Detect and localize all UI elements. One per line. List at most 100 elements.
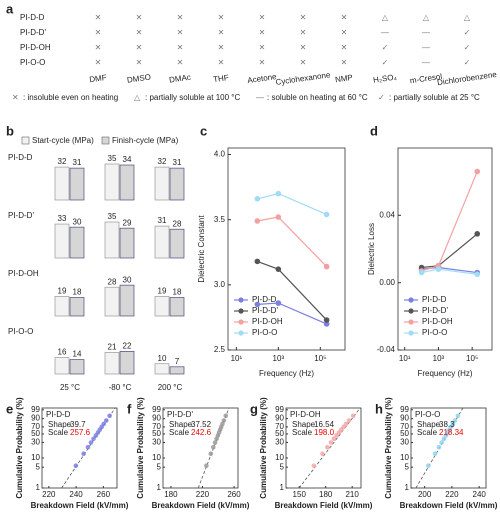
- y-axis-title: Dielectric Loss: [367, 223, 376, 275]
- bar: [54, 223, 70, 259]
- point: [223, 413, 229, 419]
- x-axis-title: Frequency (Hz): [417, 369, 472, 378]
- cell-symbol: ✕: [341, 13, 348, 22]
- x-axis-title: Breakdown Field (kV/mm): [400, 501, 498, 510]
- point: [439, 440, 444, 445]
- bar: [119, 284, 135, 317]
- group-label: PI-D-D: [8, 153, 33, 162]
- fit-line: [298, 408, 361, 488]
- stat-value: 39.7: [70, 420, 86, 429]
- category-label: 25 °C: [60, 383, 80, 392]
- value-label: 28: [108, 277, 117, 286]
- cell-symbol: ✕: [259, 28, 266, 37]
- panel-letter: g: [250, 401, 258, 416]
- bar: [69, 359, 85, 375]
- cell-symbol: ✕: [136, 58, 143, 67]
- point: [212, 440, 218, 445]
- value-label: 34: [123, 155, 132, 164]
- x-tick-label: 260: [227, 490, 241, 499]
- legend-label: Finish-cycle (MPa): [112, 136, 179, 145]
- point: [343, 421, 349, 427]
- stat-label: Scale: [169, 428, 190, 437]
- legend-marker: [238, 297, 244, 303]
- cell-symbol: —: [381, 28, 389, 37]
- point: [275, 266, 282, 273]
- panel-title: PI-D-OH: [290, 410, 321, 419]
- x-tick-label: 220: [42, 490, 56, 499]
- x-tick-label: 210: [345, 490, 359, 499]
- y-tick-label: 50: [400, 429, 409, 438]
- y-tick-label: 99: [31, 405, 40, 414]
- column-label: DMAc: [169, 73, 192, 85]
- y-tick-label: 30: [31, 438, 40, 447]
- column-label: DMSO: [126, 72, 151, 84]
- y-axis-title: Cumulative Probability (%): [136, 397, 145, 499]
- point: [436, 444, 442, 450]
- cell-symbol: ✕: [136, 28, 143, 37]
- value-label: 29: [123, 218, 132, 227]
- stat-label: Scale: [417, 428, 438, 437]
- legend-label: PI-D-D: [422, 295, 447, 304]
- y-axis-title: Cumulative Probability (%): [259, 397, 268, 499]
- legend-marker: [408, 330, 414, 336]
- point: [323, 317, 330, 323]
- legend-marker: [238, 330, 244, 336]
- x-tick-label: 10¹: [399, 354, 411, 363]
- y-tick-label: 4.0: [214, 150, 226, 159]
- bar: [119, 227, 135, 259]
- stat-label: Shape: [292, 420, 316, 429]
- bar: [54, 166, 70, 201]
- stat-value: 218.34: [439, 428, 464, 437]
- point: [323, 263, 330, 270]
- value-label: 16: [58, 348, 67, 357]
- cell-symbol: —: [422, 58, 430, 67]
- y-tick-label: 1: [405, 483, 410, 492]
- legend-text: : insoluble even on heating: [23, 93, 118, 102]
- y-tick-label: 99: [400, 405, 409, 414]
- y-tick-label: 2.5: [214, 345, 226, 354]
- point: [426, 463, 431, 469]
- y-tick-label: 0.04: [379, 210, 395, 219]
- value-label: 30: [123, 275, 132, 284]
- stat-label: Shape: [417, 420, 441, 429]
- bar: [154, 363, 170, 375]
- bar: [169, 228, 185, 259]
- bar: [69, 167, 85, 201]
- cell-symbol: ✕: [177, 43, 184, 52]
- x-tick-label: 10³: [433, 354, 445, 363]
- bar: [69, 226, 85, 259]
- point: [208, 451, 214, 457]
- plot-frame: [227, 147, 346, 351]
- stat-label: Scale: [48, 428, 69, 437]
- bar: [154, 225, 170, 259]
- panel-letter: a: [6, 1, 14, 16]
- legend-marker: [408, 297, 414, 303]
- y-tick-label: 90: [31, 414, 40, 423]
- row-label: PI-D-OH: [20, 43, 51, 52]
- y-tick-label: 70: [275, 422, 284, 431]
- point: [474, 271, 481, 278]
- point: [254, 301, 261, 308]
- bar: [104, 221, 120, 259]
- legend-marker: [238, 319, 244, 325]
- point: [85, 444, 91, 450]
- fit-group: [415, 408, 464, 488]
- bar: [169, 366, 185, 375]
- value-label: 32: [158, 157, 167, 166]
- column-label: Acetone: [247, 72, 278, 85]
- fit-group: [61, 408, 116, 488]
- legend-symbol: ✓: [378, 93, 385, 102]
- point: [455, 413, 461, 419]
- stat-label: Shape: [48, 420, 72, 429]
- point: [350, 413, 356, 419]
- stat-value: 198.0: [314, 428, 335, 437]
- cell-symbol: ✕: [177, 28, 184, 37]
- point: [435, 266, 442, 273]
- y-tick-label: 50: [152, 429, 161, 438]
- point: [101, 421, 107, 427]
- cell-symbol: ✕: [95, 28, 102, 37]
- cell-symbol: ✕: [341, 58, 348, 67]
- cell-symbol: △: [423, 13, 430, 22]
- point: [323, 321, 330, 327]
- cell-symbol: ✓: [464, 28, 471, 37]
